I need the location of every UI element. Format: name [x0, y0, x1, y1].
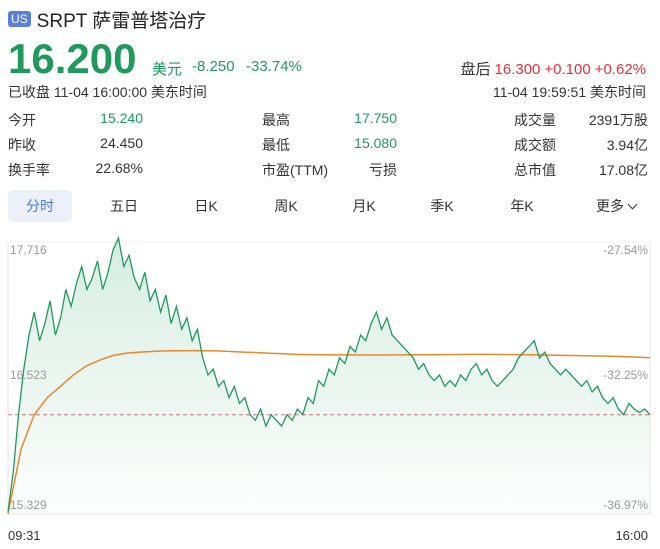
- x-end-label: 16:00: [615, 528, 648, 543]
- header: US SRPT 萨雷普塔治疗: [8, 8, 207, 32]
- x-start-label: 09:31: [8, 528, 41, 543]
- y-right-tick-top: -27.54%: [603, 243, 648, 257]
- last-price: 16.200: [8, 35, 137, 82]
- stat-label-low: 最低: [262, 137, 290, 153]
- y-left-tick-bottom: 15.329: [10, 498, 47, 512]
- y-left-tick-mid: 16.523: [10, 368, 47, 382]
- tab-more[interactable]: 更多: [580, 190, 652, 222]
- after-hours-percent: +0.62%: [594, 61, 646, 78]
- tab-more-label: 更多: [596, 198, 624, 214]
- stat-value-prev-close: 24.450: [100, 135, 143, 151]
- stat-label-prev-close: 昨收: [8, 137, 36, 153]
- stat-value-pe: 亏损: [369, 162, 397, 178]
- symbol-name: SRPT 萨雷普塔治疗: [36, 10, 207, 32]
- stat-value-turnover: 22.68%: [95, 160, 143, 176]
- market-badge: US: [8, 11, 31, 27]
- tab-yearly-k[interactable]: 年K: [510, 198, 534, 214]
- stat-value-market-cap: 17.08亿: [598, 162, 648, 178]
- stat-label-high: 最高: [262, 112, 290, 128]
- stat-value-low: 15.080: [354, 135, 397, 151]
- stat-value-amount: 3.94亿: [606, 137, 648, 153]
- tab-five-day[interactable]: 五日: [110, 198, 138, 214]
- stat-value-high: 17.750: [354, 110, 397, 126]
- tab-monthly-k[interactable]: 月K: [352, 198, 376, 214]
- after-hours-change: +0.100: [544, 61, 591, 78]
- stat-value-volume: 2391万股: [588, 112, 648, 128]
- currency: 美元: [152, 61, 183, 78]
- stat-label-volume: 成交量: [514, 112, 556, 128]
- stat-label-amount: 成交额: [514, 137, 556, 153]
- tab-quarterly-k[interactable]: 季K: [430, 198, 454, 214]
- period-tabs: 分时 五日 日K 周K 月K 季K 年K 更多: [8, 190, 652, 222]
- y-right-tick-bottom: -36.97%: [603, 498, 648, 512]
- tab-intraday[interactable]: 分时: [8, 190, 72, 222]
- y-right-tick-mid: -32.25%: [603, 368, 648, 382]
- y-left-tick-top: 17.716: [10, 243, 47, 257]
- stat-label-pe: 市盈(TTM): [262, 162, 329, 178]
- price-change-percent: -33.74%: [246, 58, 302, 75]
- after-hours-label: 盘后: [460, 61, 491, 78]
- tab-daily-k[interactable]: 日K: [194, 198, 218, 214]
- stat-label-market-cap: 总市值: [514, 162, 556, 178]
- after-hours-quote: 盘后 16.300 +0.100 +0.62%: [461, 58, 647, 79]
- stat-label-turnover: 换手率: [8, 162, 50, 178]
- price-line: [7, 235, 651, 512]
- after-hours-price: 16.300: [494, 61, 541, 78]
- stat-label-open: 今开: [8, 112, 36, 128]
- tab-weekly-k[interactable]: 周K: [274, 198, 298, 214]
- after-hours-time: 11-04 19:59:51 美东时间: [492, 84, 646, 100]
- price-change: -8.250: [192, 58, 235, 75]
- chevron-down-icon: [627, 199, 638, 210]
- price-area-fill: [8, 238, 650, 514]
- intraday-chart: 17.716 16.523 15.329 -27.54% -32.25% -36…: [7, 235, 651, 515]
- market-status: 已收盘 11-04 16:00:00 美东时间: [8, 84, 207, 100]
- stat-value-open: 15.240: [100, 110, 143, 126]
